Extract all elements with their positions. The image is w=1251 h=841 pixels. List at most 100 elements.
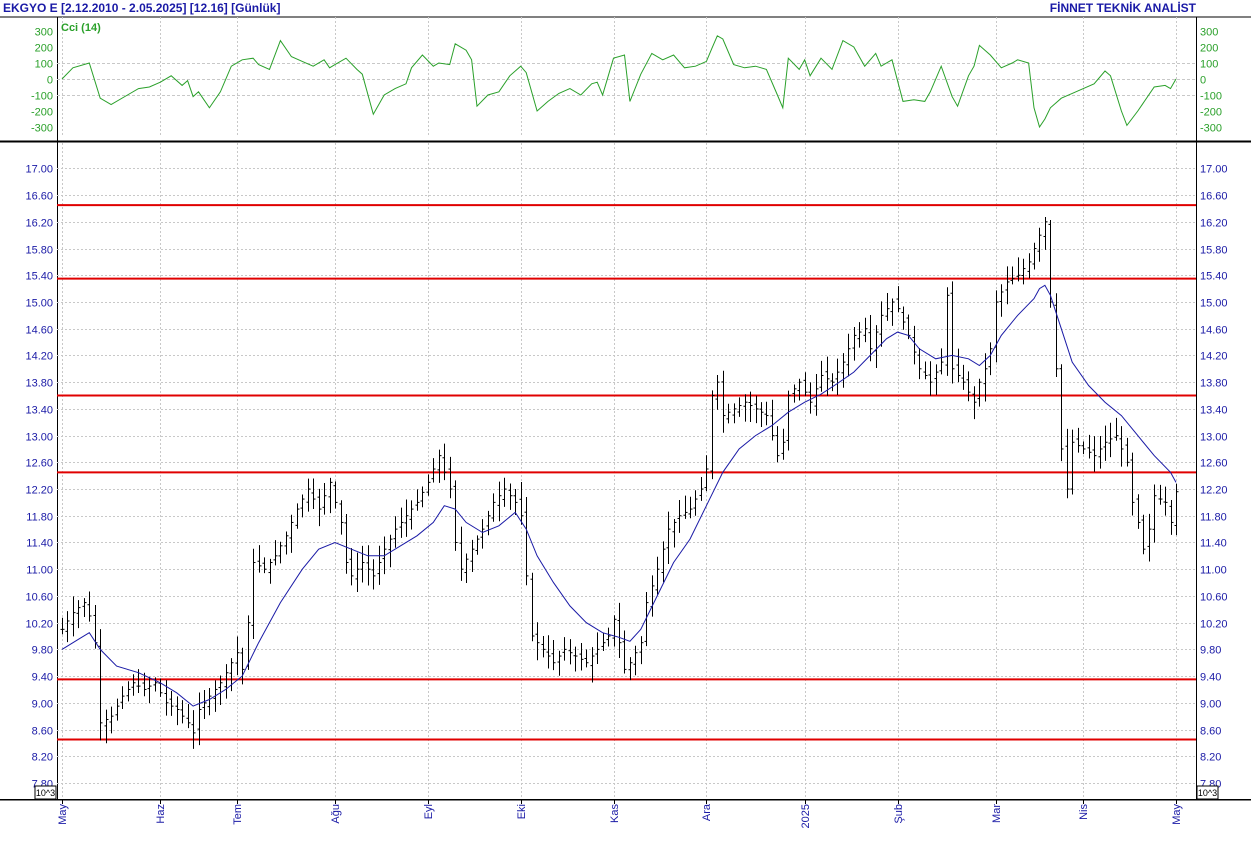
ohlc-bar [169,691,174,716]
ohlc-bar [180,700,185,724]
ohlc-bar [65,611,70,643]
price-ytick-right: 9.80 [1200,645,1221,657]
ohlc-bar [683,495,688,519]
ohlc-bar [977,378,982,407]
ohlc-bar [1016,257,1021,282]
ohlc-bar [710,390,715,480]
price-ytick-right: 11.40 [1200,538,1227,550]
ohlc-bar [109,706,114,734]
ohlc-bar [1043,216,1048,250]
ohlc-bar [1174,483,1179,536]
price-ytick-left: 12.20 [25,485,53,497]
price-ytick-right: 8.60 [1200,726,1221,738]
ohlc-bar [371,559,376,590]
ohlc-bar [644,592,649,647]
ohlc-bar [551,639,556,671]
ohlc-bar [590,647,595,683]
price-ytick-left: 13.00 [25,432,53,444]
price-ytick-left: 14.60 [25,325,53,337]
cci-ytick-right: 100 [1200,59,1218,71]
ohlc-bar [295,503,300,529]
ohlc-bar [726,403,731,424]
ohlc-bar [1125,437,1130,467]
cci-ytick-right: -200 [1200,107,1222,119]
ohlc-bar [732,403,737,424]
ohlc-bar [399,507,404,538]
ohlc-bar [612,615,617,647]
ohlc-bar [803,372,808,396]
ohlc-bar [475,535,480,555]
ohlc-bar [1130,452,1135,516]
price-ytick-left: 17.00 [25,164,53,176]
ohlc-bar [912,325,917,365]
date-tick-label: Ağu [330,804,342,824]
ohlc-bar [885,292,890,321]
ohlc-bar [486,510,491,536]
cci-ytick-left: 300 [35,27,53,39]
ohlc-bar [868,314,873,362]
ohlc-bar [76,600,81,629]
price-ytick-right: 14.60 [1200,325,1228,337]
cci-ytick-right: 0 [1200,75,1206,87]
cci-ytick-right: -100 [1200,91,1222,103]
cci-ytick-right: 300 [1200,27,1218,39]
ohlc-bar [546,635,551,669]
cci-ytick-left: 200 [35,43,53,55]
ohlc-bar [1163,486,1168,516]
cci-ytick-right: -300 [1200,123,1222,135]
ohlc-bar [322,482,327,515]
ohlc-bar [688,496,693,519]
moving-average-line [61,284,1177,707]
price-ytick-left: 16.60 [25,191,53,203]
ohlc-bar [1054,293,1059,377]
ohlc-bar [87,591,92,622]
ohlc-bar [1087,434,1092,459]
price-ytick-left: 10.60 [25,592,53,604]
ohlc-bar [584,649,589,668]
price-ytick-left: 9.00 [32,699,53,711]
ohlc-bar [966,371,971,402]
ohlc-bar [349,548,354,586]
ohlc-bar [808,382,813,414]
ohlc-bar [568,639,573,665]
cci-ytick-left: -300 [31,123,53,135]
ohlc-bar [677,499,682,533]
ohlc-bar [131,674,136,696]
ohlc-bar [1169,500,1174,535]
ohlc-bar [1147,513,1152,562]
date-tick-label: Tem [232,804,244,825]
ohlc-bar [622,630,627,674]
ohlc-bar [874,325,879,369]
ohlc-bar [142,672,147,697]
ohlc-bar [191,710,196,749]
ohlc-bar [764,401,769,426]
ohlc-bar [71,596,76,637]
panel-frames [0,16,1251,801]
ohlc-bar [825,356,830,396]
ohlc-bar [278,541,283,564]
ohlc-bar [224,664,229,699]
ohlc-bar [284,531,289,555]
unit-label: 10^3 [36,788,55,798]
price-ytick-right: 16.60 [1200,191,1228,203]
ohlc-bar [601,632,606,652]
ohlc-bar [1092,436,1097,472]
ohlc-bar [229,658,234,692]
ohlc-bar [147,676,152,704]
cci-ytick-left: 100 [35,59,53,71]
price-ytick-left: 12.60 [25,458,53,470]
ohlc-bar [1141,514,1146,555]
ohlc-bar [240,647,245,685]
ohlc-bar [852,326,857,361]
ohlc-bar [579,643,584,671]
ohlc-bar [562,637,567,661]
price-ytick-left: 10.20 [25,619,53,631]
cci-ytick-left: -100 [31,91,53,103]
ohlc-bar [1059,364,1064,462]
price-ytick-right: 14.20 [1200,351,1228,363]
ohlc-bar [268,558,273,584]
ohlc-bar [1136,494,1141,529]
date-tick-label: Eki [516,804,528,819]
ohlc-bar [186,704,191,729]
